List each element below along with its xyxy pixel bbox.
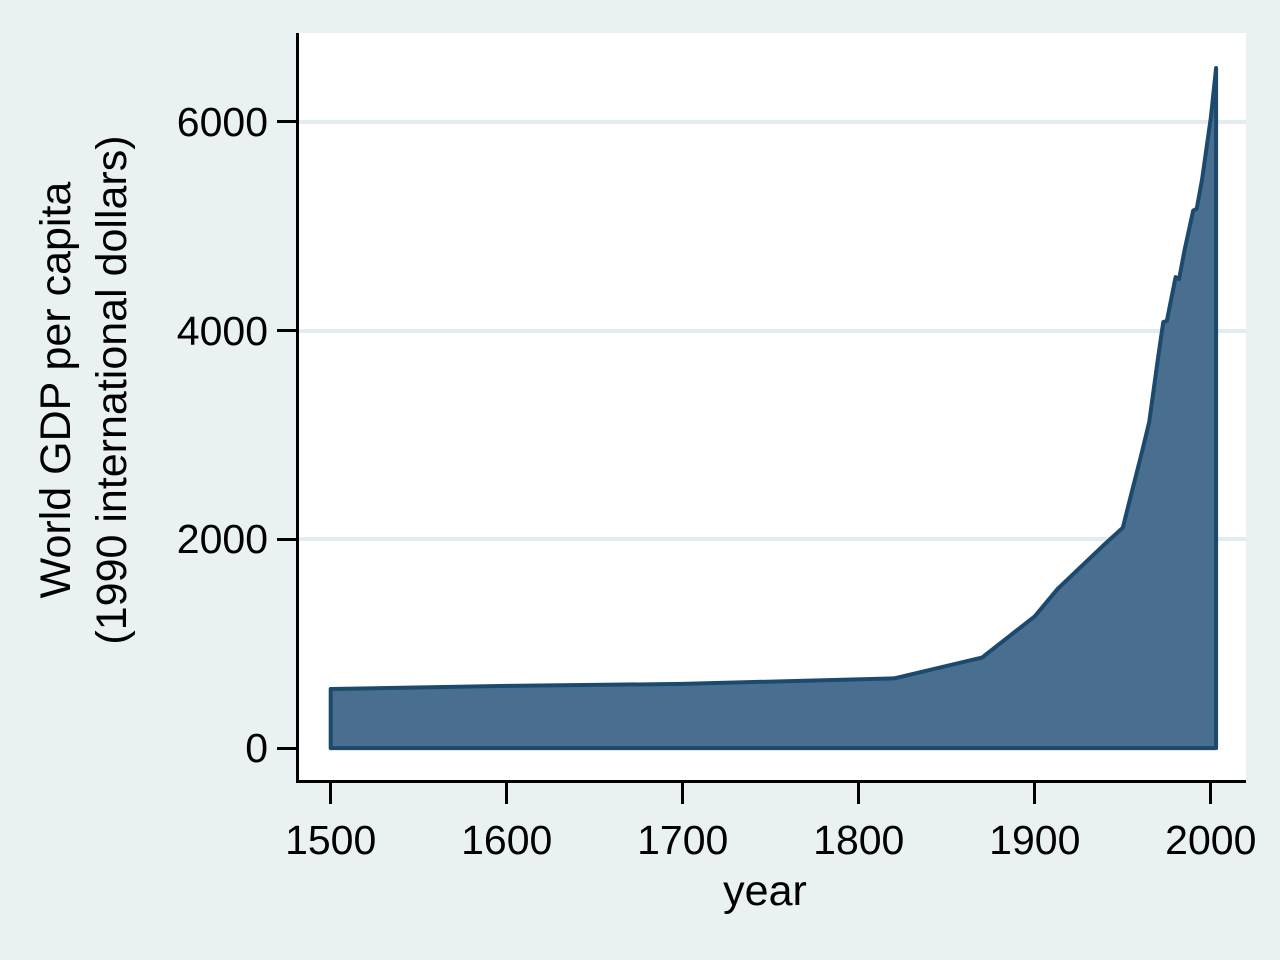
y-axis-title-line-2: (1990 international dollars)	[88, 135, 136, 645]
x-tick-1600	[505, 783, 509, 804]
x-axis-title: year	[723, 867, 807, 915]
y-tick-label-6000: 6000	[176, 98, 268, 145]
x-tick-1700	[681, 783, 685, 804]
x-tick-2000	[1209, 783, 1213, 804]
x-tick-label-2000: 2000	[1165, 817, 1257, 863]
y-tick-label-4000: 4000	[176, 307, 268, 354]
x-tick-1500	[329, 783, 333, 804]
x-tick-1800	[857, 783, 861, 804]
y-tick-label-0: 0	[245, 725, 268, 772]
x-tick-1900	[1033, 783, 1037, 804]
x-tick-label-1500: 1500	[285, 817, 377, 863]
x-tick-label-1900: 1900	[989, 817, 1081, 863]
plot-area	[299, 33, 1246, 780]
gridline-6000	[299, 119, 1246, 124]
gridline-4000	[299, 328, 1246, 333]
y-axis-title-line-1: World GDP per capita	[32, 181, 80, 599]
x-axis-line	[296, 780, 1246, 783]
y-tick-4000	[277, 329, 297, 333]
y-axis-line	[296, 33, 299, 783]
y-tick-label-2000: 2000	[176, 516, 268, 563]
y-tick-6000	[277, 120, 297, 124]
x-tick-label-1700: 1700	[637, 817, 729, 863]
x-tick-label-1600: 1600	[461, 817, 553, 863]
gridline-2000	[299, 537, 1246, 542]
y-tick-0	[277, 746, 297, 750]
y-axis-title: World GDP per capita (1990 international…	[28, 0, 140, 790]
y-tick-2000	[277, 537, 297, 541]
x-tick-label-1800: 1800	[813, 817, 905, 863]
